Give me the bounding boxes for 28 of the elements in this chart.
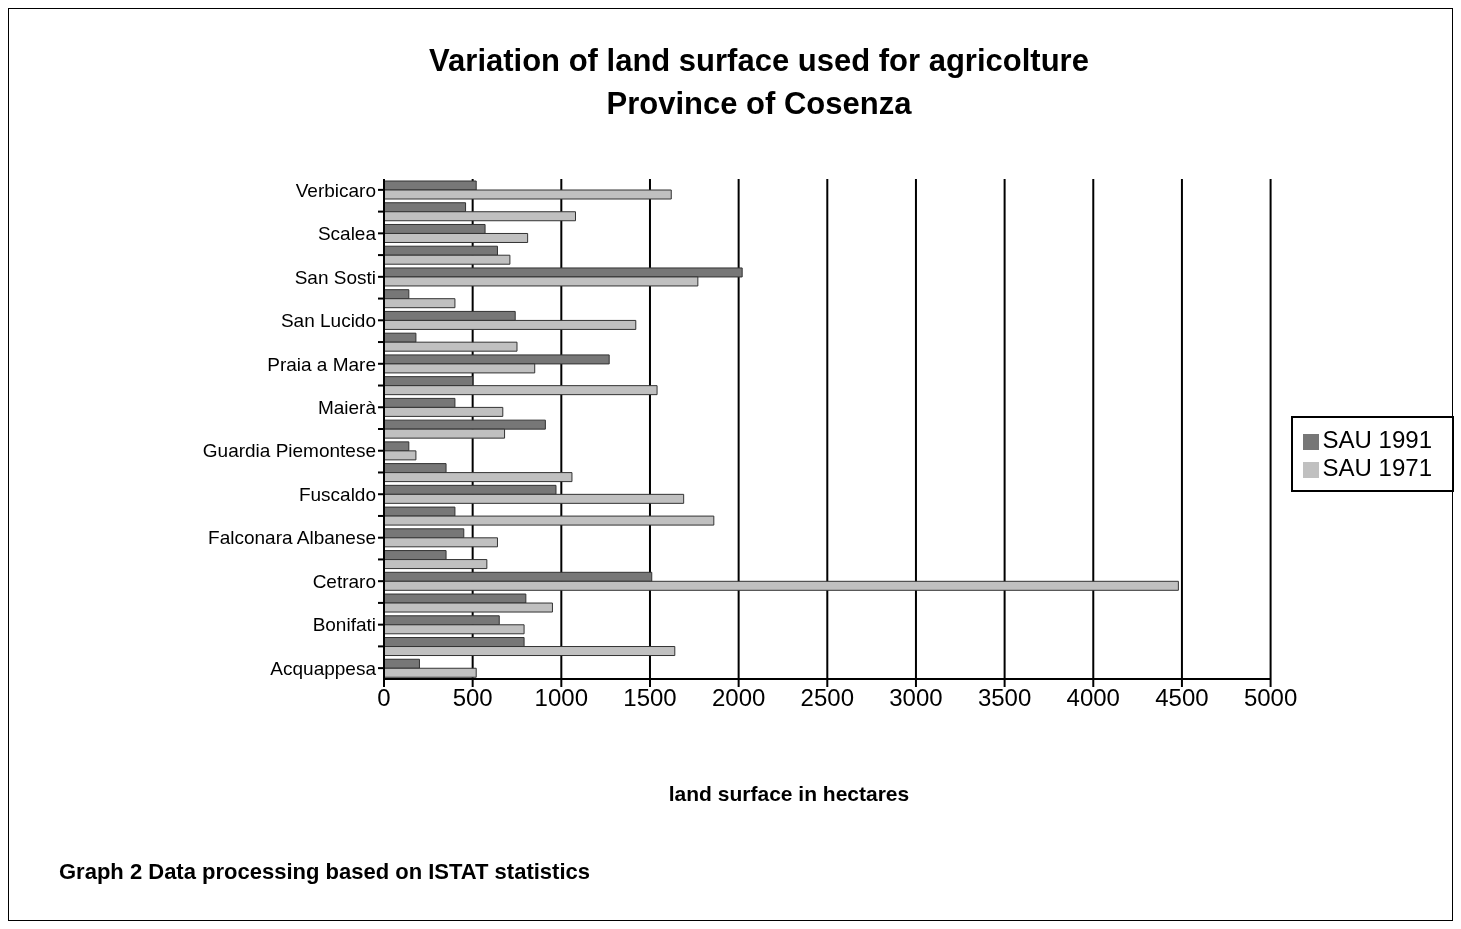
y-tick-label: Verbicaro	[295, 179, 376, 201]
y-tick-label: Maierà	[317, 397, 377, 419]
chart-title: Variation of land surface used for agricolture Province of Cosenza	[428, 42, 1090, 123]
legend-label: SAU 1971	[1322, 454, 1432, 481]
y-tick-label: Scalea	[317, 223, 377, 245]
y-tick-label: Bonifati	[312, 614, 376, 636]
y-tick-label: Guardia Piemontese	[202, 440, 376, 462]
x-tick-label: 3000	[889, 684, 943, 712]
y-tick-label: Falconara Albanese	[208, 527, 376, 549]
x-axis-title: land surface in hectares	[667, 782, 911, 806]
x-tick-label: 3500	[977, 684, 1032, 712]
x-tick-label: 1500	[623, 684, 677, 712]
y-tick-label: San Sosti	[294, 266, 376, 288]
x-tick-label: 2500	[800, 684, 854, 712]
caption: Graph 2 Data processing based on ISTAT statistics	[59, 859, 590, 885]
legend-label: SAU 1991	[1322, 426, 1432, 453]
x-tick-label: 0	[377, 684, 391, 712]
y-tick-label: Fuscaldo	[298, 483, 376, 505]
x-tick-label: 4500	[1155, 684, 1209, 712]
y-tick-label: Cetraro	[312, 570, 376, 592]
y-tick-label: Praia a Mare	[267, 353, 376, 375]
x-tick-label: 500	[452, 684, 493, 712]
x-tick-label: 5000	[1243, 684, 1298, 712]
x-tick-label: 1000	[534, 684, 589, 712]
y-tick-label: Acquappesa	[270, 657, 377, 679]
y-tick-label: San Lucido	[280, 310, 376, 332]
x-tick-label: 4000	[1066, 684, 1120, 712]
x-tick-label: 2000	[711, 684, 766, 712]
